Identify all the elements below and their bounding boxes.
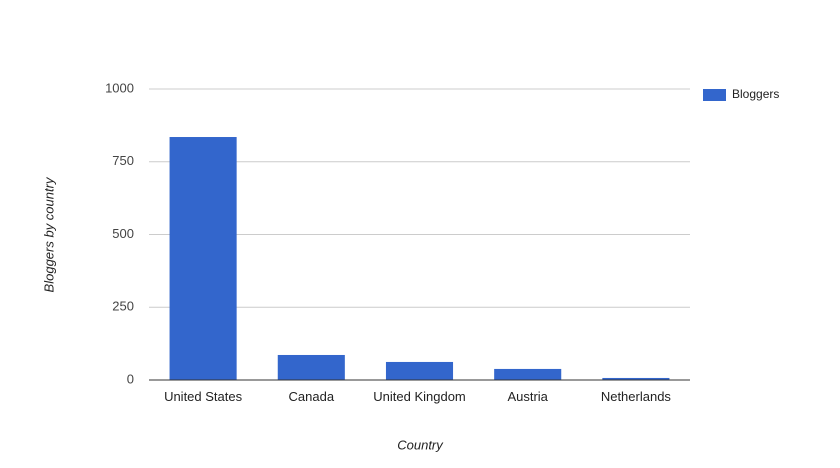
bar xyxy=(602,377,670,380)
x-tick-label: United Kingdom xyxy=(373,389,466,404)
x-tick-label: Canada xyxy=(288,389,335,404)
y-tick-label: 1000 xyxy=(105,80,134,95)
y-tick-label: 750 xyxy=(112,153,134,168)
x-tick-label: Austria xyxy=(507,389,548,404)
bar xyxy=(494,368,562,380)
x-axis-title: Country xyxy=(397,437,444,452)
bar xyxy=(277,354,345,380)
y-tick-label: 250 xyxy=(112,299,134,314)
bar xyxy=(169,137,237,380)
legend-swatch xyxy=(703,89,726,101)
y-tick-label: 500 xyxy=(112,226,134,241)
bar xyxy=(385,361,454,380)
x-tick-label: United States xyxy=(164,389,243,404)
y-axis-title: Bloggers by country xyxy=(41,176,56,292)
x-tick-label: Netherlands xyxy=(600,389,671,404)
y-tick-label: 0 xyxy=(127,371,134,386)
legend-label: Bloggers xyxy=(732,87,779,101)
